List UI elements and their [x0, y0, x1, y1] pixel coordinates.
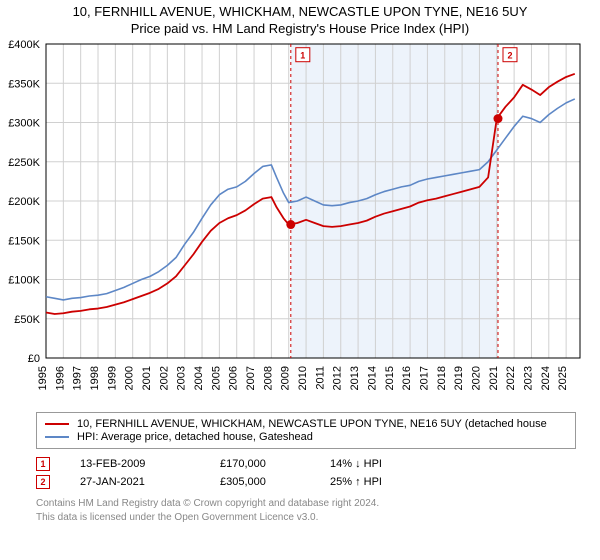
svg-text:2002: 2002 — [158, 366, 170, 390]
line-chart: £0 £50K £100K £150K £200K £250K £300K £350K £400… — [0, 38, 600, 408]
svg-text:2003: 2003 — [176, 366, 188, 390]
legend: 10, FERNHILL AVENUE, WHICKHAM, NEWCASTLE… — [36, 412, 576, 449]
svg-text:£300K: £300K — [8, 118, 40, 130]
legend-label: 10, FERNHILL AVENUE, WHICKHAM, NEWCASTLE… — [77, 418, 547, 430]
svg-text:1995: 1995 — [37, 366, 49, 390]
svg-text:2024: 2024 — [540, 366, 552, 390]
svg-text:2006: 2006 — [228, 366, 240, 390]
svg-text:1998: 1998 — [89, 366, 101, 390]
sale-price: £305,000 — [220, 476, 300, 488]
chart-title-primary: 10, FERNHILL AVENUE, WHICKHAM, NEWCASTLE… — [0, 4, 600, 19]
svg-text:2019: 2019 — [453, 366, 465, 390]
sales-table: 1 13-FEB-2009 £170,000 14% ↓ HPI 2 27-JAN-202… — [36, 455, 576, 491]
sale-date: 13-FEB-2009 — [80, 458, 190, 470]
svg-text:2018: 2018 — [436, 366, 448, 390]
svg-text:£100K: £100K — [8, 275, 40, 287]
svg-text:2017: 2017 — [418, 366, 430, 390]
sale-pct: 25% ↑ HPI — [330, 476, 430, 488]
chart-area: £0 £50K £100K £150K £200K £250K £300K £350K £400… — [0, 38, 600, 408]
sale-price: £170,000 — [220, 458, 300, 470]
svg-text:2000: 2000 — [124, 366, 136, 390]
svg-text:1999: 1999 — [106, 366, 118, 390]
sale-marker: 1 — [36, 457, 50, 471]
credit-block: Contains HM Land Registry data © Crown c… — [36, 497, 576, 524]
svg-text:2010: 2010 — [297, 366, 309, 390]
sale-date: 27-JAN-2021 — [80, 476, 190, 488]
svg-text:£250K: £250K — [8, 157, 40, 169]
svg-text:1997: 1997 — [72, 366, 84, 390]
svg-text:2023: 2023 — [522, 366, 534, 390]
legend-item: 10, FERNHILL AVENUE, WHICKHAM, NEWCASTLE… — [45, 418, 567, 430]
legend-label: HPI: Average price, detached house, Gate… — [77, 431, 313, 443]
svg-text:2015: 2015 — [384, 366, 396, 390]
credit-line-2: This data is licensed under the Open Gov… — [36, 511, 576, 525]
svg-text:£50K: £50K — [14, 314, 40, 326]
svg-text:2011: 2011 — [314, 366, 326, 390]
credit-line-1: Contains HM Land Registry data © Crown c… — [36, 497, 576, 511]
svg-text:£200K: £200K — [8, 196, 40, 208]
legend-swatch — [45, 436, 69, 438]
svg-text:2022: 2022 — [505, 366, 517, 390]
svg-text:2: 2 — [507, 51, 512, 61]
screenshot-root: 10, FERNHILL AVENUE, WHICKHAM, NEWCASTLE… — [0, 0, 600, 560]
svg-text:2004: 2004 — [193, 366, 205, 390]
svg-text:2008: 2008 — [262, 366, 274, 390]
svg-text:2007: 2007 — [245, 366, 257, 390]
svg-text:2025: 2025 — [557, 366, 569, 390]
svg-text:£150K: £150K — [8, 235, 40, 247]
svg-text:£400K: £400K — [8, 39, 40, 51]
svg-text:2014: 2014 — [366, 366, 378, 390]
sales-row: 1 13-FEB-2009 £170,000 14% ↓ HPI — [36, 455, 576, 473]
svg-text:2020: 2020 — [470, 366, 482, 390]
svg-text:2009: 2009 — [280, 366, 292, 390]
svg-text:£350K: £350K — [8, 78, 40, 90]
svg-text:1996: 1996 — [54, 366, 66, 390]
sales-row: 2 27-JAN-2021 £305,000 25% ↑ HPI — [36, 473, 576, 491]
svg-text:2021: 2021 — [488, 366, 500, 390]
chart-title-block: 10, FERNHILL AVENUE, WHICKHAM, NEWCASTLE… — [0, 0, 600, 38]
sale-marker: 2 — [36, 475, 50, 489]
chart-title-secondary: Price paid vs. HM Land Registry's House … — [0, 21, 600, 36]
svg-text:£0: £0 — [28, 353, 40, 365]
svg-text:2016: 2016 — [401, 366, 413, 390]
legend-item: HPI: Average price, detached house, Gate… — [45, 431, 567, 443]
sale-pct: 14% ↓ HPI — [330, 458, 430, 470]
svg-text:1: 1 — [300, 51, 305, 61]
svg-text:2001: 2001 — [141, 366, 153, 390]
svg-text:2013: 2013 — [349, 366, 361, 390]
svg-text:2012: 2012 — [332, 366, 344, 390]
legend-swatch — [45, 423, 69, 425]
svg-text:2005: 2005 — [210, 366, 222, 390]
